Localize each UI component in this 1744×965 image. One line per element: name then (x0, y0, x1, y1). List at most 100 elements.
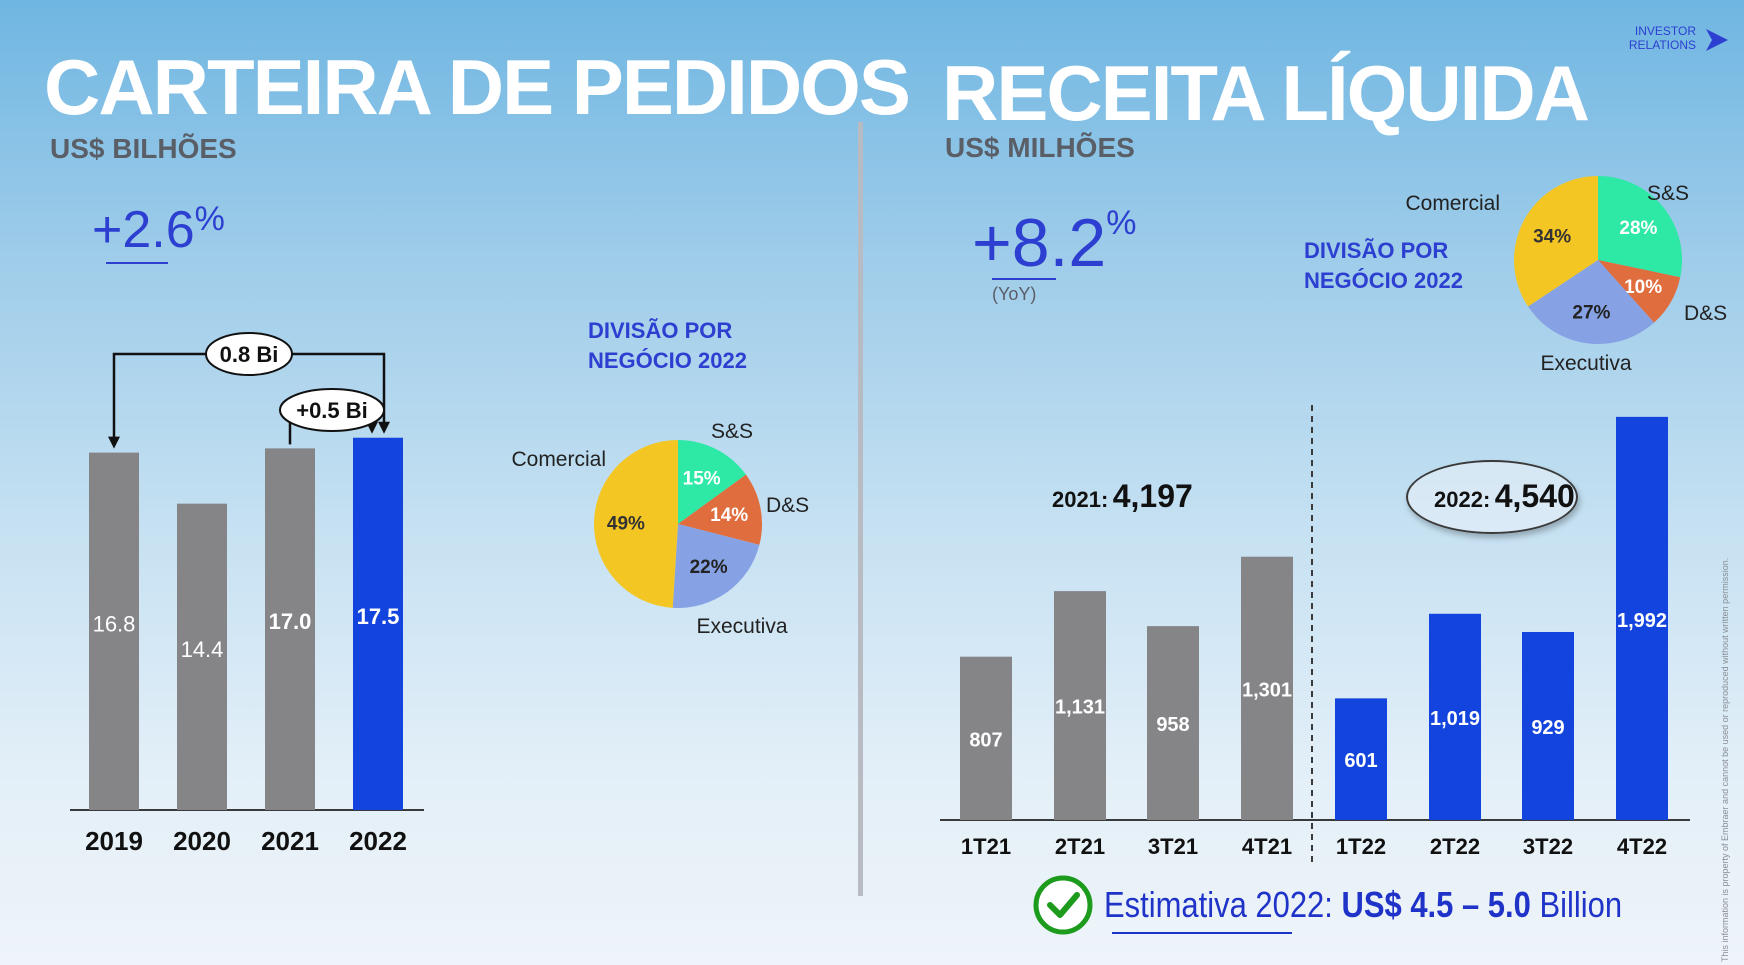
backlog-bar-value: 16.8 (93, 611, 136, 636)
total-2021-label: 2021: (1052, 487, 1109, 512)
revenue-title: RECEITA LÍQUIDA (942, 49, 1590, 137)
ir-logo-line2: RELATIONS (1628, 38, 1696, 52)
revenue-bar (1054, 591, 1106, 820)
backlog-bar-value: 17.0 (269, 609, 312, 634)
revenue-bar-value: 1,992 (1617, 610, 1667, 632)
revenue-category-label: 4T22 (1617, 834, 1667, 859)
backlog-pie-slice (594, 440, 678, 608)
backlog-yoy-callout (279, 388, 385, 432)
backlog-pie-slice (672, 524, 760, 608)
backlog-category-label: 2020 (173, 826, 231, 856)
backlog-pie-slice-label: Executiva (696, 615, 787, 638)
revenue-pie-slice (1598, 176, 1682, 278)
backlog-bar-value: 17.5 (357, 604, 400, 629)
revenue-pie-slice-label: S&S (1647, 182, 1689, 205)
revenue-growth-caption: (YoY) (992, 284, 1037, 304)
total-2022-value: 4,540 (1494, 478, 1575, 514)
backlog-pie-slice (678, 440, 746, 524)
revenue-category-label: 1T21 (961, 834, 1011, 859)
revenue-division-title-line1: DIVISÃO POR (1304, 238, 1449, 263)
arrow-right-icon (1706, 29, 1728, 51)
revenue-bar-value: 958 (1156, 714, 1189, 736)
backlog-pie-slice-value: 22% (690, 557, 728, 578)
revenue-growth-underline (992, 278, 1056, 280)
total-2022-label: 2022: (1434, 487, 1491, 512)
revenue-pie-slice (1514, 176, 1598, 307)
backlog-division-title-line1: DIVISÃO POR (588, 318, 733, 343)
check-circle-icon (1033, 875, 1093, 935)
backlog-bar (265, 448, 315, 810)
revenue-pie-slice-label: Comercial (1405, 192, 1500, 215)
revenue-category-label: 4T21 (1242, 834, 1292, 859)
revenue-bar (1522, 631, 1574, 820)
backlog-bar (353, 437, 403, 810)
revenue-bar (1429, 613, 1481, 820)
backlog-pie-slice-value: 15% (683, 469, 721, 490)
estimate-prefix: Estimativa 2022: (1104, 884, 1333, 925)
backlog-pie-slice-value: 49% (607, 513, 645, 534)
ir-logo-line1: INVESTOR (1634, 24, 1696, 38)
revenue-bar-value: 807 (969, 729, 1002, 751)
legal-note: This information is property of Embraer … (1720, 557, 1730, 962)
revenue-bar (1616, 416, 1668, 820)
revenue-category-label: 3T22 (1523, 834, 1573, 859)
section-divider (858, 122, 863, 896)
total-2021-value: 4,197 (1112, 478, 1193, 514)
revenue-growth-percent: % (1106, 204, 1137, 242)
backlog-growth-percent: % (194, 200, 225, 238)
revenue-bar-value: 601 (1344, 750, 1377, 772)
revenue-category-label: 1T22 (1336, 834, 1386, 859)
backlog-title: CARTEIRA DE PEDIDOS (44, 43, 911, 131)
revenue-growth: +8.2% (972, 204, 1136, 282)
revenue-pie-slice (1528, 260, 1655, 344)
revenue-bar-value: 1,301 (1242, 679, 1292, 701)
revenue-bar-value: 1,131 (1055, 697, 1105, 719)
estimate-suffix: Billion (1539, 884, 1623, 925)
estimate-range: US$ 4.5 – 5.0 (1341, 884, 1531, 925)
investor-relations-logo[interactable]: INVESTOR RELATIONS (1600, 24, 1736, 56)
revenue-bar (1147, 626, 1199, 820)
backlog-pie-slice-label: Comercial (511, 448, 606, 471)
revenue-bar (1241, 556, 1293, 820)
estimate-2022: Estimativa 2022: US$ 4.5 – 5.0 Billion (1104, 884, 1622, 926)
revenue-pie-slice-value: 34% (1533, 226, 1571, 247)
backlog-category-label: 2022 (349, 826, 407, 856)
revenue-bar (1335, 698, 1387, 820)
revenue-bar (960, 656, 1012, 820)
revenue-category-label: 2T22 (1430, 834, 1480, 859)
revenue-division-title-line2: NEGÓCIO 2022 (1304, 268, 1463, 293)
backlog-growth-number: +2.6 (92, 201, 195, 259)
revenue-pie-slice-label: Executiva (1540, 352, 1631, 375)
backlog-total-callout (205, 332, 293, 376)
revenue-division-title: DIVISÃO POR NEGÓCIO 2022 (1304, 236, 1463, 296)
revenue-pie-chart: 28% S&S 10% D&S 27% Executiva 34% Comercial (1405, 176, 1727, 375)
total-2022: 2022: 4,540 (1434, 478, 1575, 515)
backlog-bar (177, 503, 227, 810)
total-2022-bubble (1406, 460, 1578, 534)
backlog-bar-value: 14.4 (181, 637, 224, 662)
revenue-category-label: 3T21 (1148, 834, 1198, 859)
revenue-pie-slice-value: 10% (1624, 277, 1662, 298)
backlog-pie-slice-label: D&S (766, 494, 809, 517)
backlog-bar (89, 452, 139, 810)
backlog-pie-slice (678, 474, 762, 545)
backlog-total-callout-text: 0.8 Bi (220, 342, 279, 367)
arrow-down-icon (378, 421, 390, 434)
arrow-down-icon (108, 436, 120, 449)
revenue-pie-slice (1598, 260, 1681, 323)
backlog-yoy-callout-text: +0.5 Bi (296, 398, 368, 423)
revenue-category-label: 2T21 (1055, 834, 1105, 859)
backlog-category-label: 2021 (261, 826, 319, 856)
backlog-pie-slice-label: S&S (711, 420, 753, 443)
estimate-underline (1112, 932, 1292, 934)
revenue-bar-value: 929 (1531, 717, 1564, 739)
total-2021: 2021: 4,197 (1052, 478, 1193, 515)
revenue-pie-slice-value: 27% (1572, 303, 1610, 324)
backlog-unit: US$ BILHÕES (50, 133, 237, 164)
backlog-division-title: DIVISÃO POR NEGÓCIO 2022 (588, 316, 747, 376)
backlog-pie-slice-value: 14% (710, 505, 748, 526)
revenue-growth-number: +8.2 (972, 205, 1107, 281)
backlog-division-title-line2: NEGÓCIO 2022 (588, 348, 747, 373)
backlog-growth-underline (106, 262, 168, 264)
